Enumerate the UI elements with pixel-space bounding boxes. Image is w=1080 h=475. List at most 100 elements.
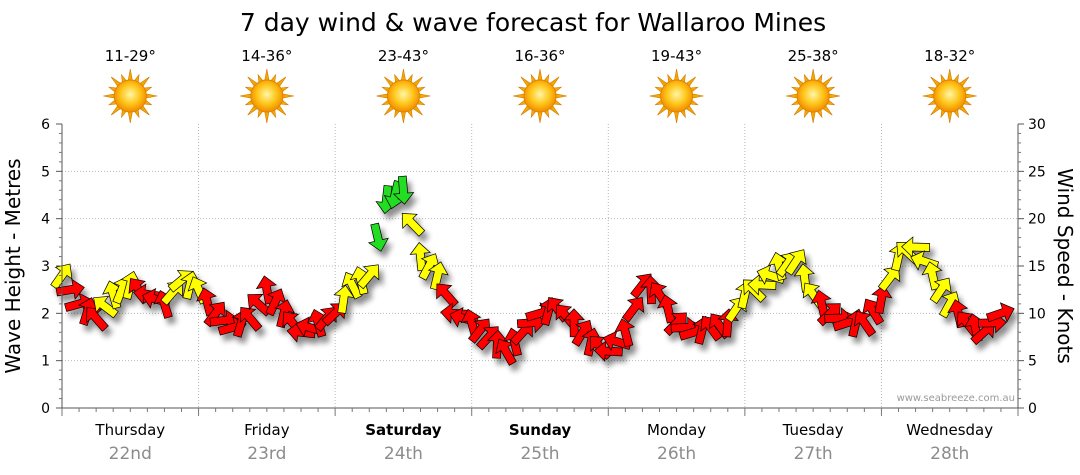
wind-arrow: [86, 307, 109, 332]
wind-arrow: [255, 275, 278, 305]
x-day-label: Thursday: [94, 421, 165, 439]
sun-ray: [537, 111, 543, 124]
wind-arrow: [55, 278, 85, 300]
sun-ray: [400, 111, 406, 124]
sun-ray: [786, 93, 798, 99]
y-tick-label-right: 20: [1028, 212, 1046, 228]
wind-arrow: [427, 261, 449, 291]
sun-ray: [555, 93, 568, 99]
wind-arrow: [392, 175, 415, 205]
chart-title: 7 day wind & wave forecast for Wallaroo …: [240, 8, 826, 37]
sun-ray: [127, 111, 133, 124]
sun-ray: [127, 68, 133, 81]
wind-arrow: [784, 249, 807, 276]
x-date-label: 23rd: [247, 444, 286, 464]
wind-arrow: [563, 308, 585, 338]
wind-arrow: [747, 274, 777, 296]
sun-icon: [103, 68, 158, 124]
y-tick-label-left: 1: [41, 354, 50, 370]
day-temperature: 23-43°: [378, 47, 429, 65]
sun-ray: [922, 93, 935, 99]
wind-arrow: [621, 296, 645, 323]
y-tick-label-right: 25: [1028, 164, 1046, 180]
y-tick-label-right: 0: [1028, 401, 1037, 417]
sun-icon: [922, 68, 977, 124]
y-tick-label-right: 30: [1028, 117, 1046, 133]
sun-ray: [103, 93, 115, 99]
y-axis-right-label: Wind Speed - Knots: [1053, 168, 1077, 364]
y-tick-label-left: 4: [41, 212, 50, 228]
axes: 0 1 2 3 4 5 6 0 5 10 15 20 25 30 Thursday 22nd Friday 23r…: [41, 117, 1046, 464]
day-temperature: 14-36°: [241, 47, 292, 65]
sun-icon: [239, 68, 294, 124]
sun-disc: [386, 79, 420, 113]
wind-arrow: [50, 263, 73, 290]
y-tick-label-right: 10: [1028, 306, 1046, 322]
sun-ray: [965, 93, 977, 99]
y-tick-label-right: 15: [1028, 259, 1046, 275]
y-tick-label-left: 3: [41, 259, 50, 275]
x-date-label: 24th: [384, 444, 423, 464]
wind-arrow: [401, 213, 426, 237]
sun-ray: [947, 111, 953, 124]
y-tick-label-right: 5: [1028, 354, 1037, 370]
wind-arrow: [871, 284, 893, 314]
wind-arrow: [93, 296, 119, 319]
x-date-label: 26th: [657, 444, 696, 464]
sun-ray: [264, 111, 270, 124]
sun-disc: [933, 79, 967, 113]
sun-ray: [145, 93, 158, 99]
x-date-label: 27th: [794, 444, 833, 464]
watermark: www.seabreeze.com.au: [897, 393, 1015, 404]
wind-arrow: [877, 266, 901, 292]
x-day-label: Friday: [244, 421, 290, 439]
sun-ray: [828, 93, 841, 99]
sun-ray: [674, 111, 680, 124]
day-temperature: 25-38°: [788, 47, 839, 65]
x-date-label: 28th: [930, 444, 969, 464]
wind-arrow: [436, 283, 459, 309]
x-day-label: Sunday: [509, 421, 572, 439]
sun-ray: [692, 93, 704, 99]
sun-disc: [796, 79, 830, 113]
wind-arrow: [614, 318, 636, 348]
sun-ray: [947, 68, 953, 81]
sun-ray: [810, 111, 816, 124]
sun-ray: [239, 93, 252, 99]
x-date-label: 25th: [520, 444, 559, 464]
wind-arrow: [367, 222, 389, 252]
sun-icon: [376, 68, 431, 124]
sun-icon: [512, 68, 568, 124]
wind-arrow: [356, 264, 380, 290]
x-day-label: Tuesday: [782, 421, 844, 439]
x-day-label: Wednesday: [906, 421, 993, 439]
temperature-row: 11-29° 14-36° 23-43° 16-36° 19-43° 25-38° 18-3…: [105, 47, 976, 65]
sun-ray: [282, 93, 294, 99]
sun-ray: [512, 93, 525, 99]
sun-ray: [810, 68, 816, 81]
sun-ray: [674, 68, 680, 81]
day-temperature: 11-29°: [105, 47, 156, 65]
sun-disc: [523, 79, 557, 113]
sun-disc: [660, 79, 694, 113]
sun-ray: [649, 93, 662, 99]
y-tick-label-left: 2: [41, 306, 50, 322]
sun-icon: [786, 68, 841, 124]
sun-ray: [264, 68, 270, 81]
sun-ray: [537, 68, 543, 81]
plot-grid: [62, 124, 1018, 408]
sun-icon: [649, 68, 704, 124]
weather-icons-row: [103, 68, 977, 124]
x-day-label: Monday: [647, 421, 706, 439]
x-day-label: Saturday: [365, 421, 442, 439]
day-temperature: 19-43°: [651, 47, 702, 65]
wind-arrow: [985, 302, 1015, 323]
y-tick-label-left: 5: [41, 164, 50, 180]
sun-ray: [418, 93, 431, 99]
sun-ray: [400, 68, 406, 81]
wind-arrow: [854, 310, 877, 338]
day-temperature: 18-32°: [924, 47, 975, 65]
y-axis-left-label: Wave Height - Metres: [1, 158, 25, 373]
x-date-label: 22nd: [109, 444, 152, 464]
